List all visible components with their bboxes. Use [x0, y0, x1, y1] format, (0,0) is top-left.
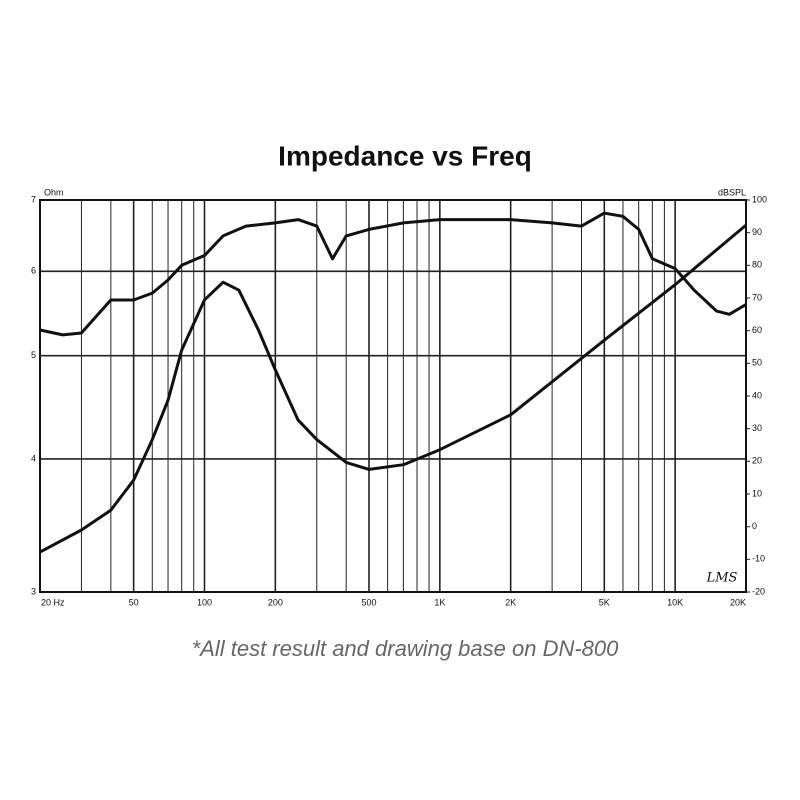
plot-frame: [39, 199, 747, 593]
y-tick-label: 3: [31, 586, 36, 596]
y2-tick-label: 90: [752, 227, 762, 237]
x-tick-label: 5K: [599, 597, 610, 607]
y-tick-label: 7: [31, 194, 36, 204]
annotation: LMS: [706, 571, 738, 586]
y2-tick-label: 50: [752, 358, 762, 368]
series-line: [39, 223, 747, 554]
y2-tick-label: -20: [752, 586, 765, 596]
y2-tick-label: 30: [752, 423, 762, 433]
y2-tick-label: -10: [752, 554, 765, 564]
x-tick-label: 20K: [730, 597, 746, 607]
y2-tick-label: 40: [752, 390, 762, 400]
footnote: *All test result and drawing base on DN-…: [192, 636, 620, 661]
y-tick-label: 4: [31, 453, 36, 463]
series-line: [39, 211, 747, 337]
y2-axis-label: dBSPL: [718, 187, 746, 197]
x-tick-label: 1K: [434, 597, 445, 607]
x-tick-label: 20 Hz: [41, 597, 65, 607]
x-tick-label: 500: [361, 597, 376, 607]
x-tick-label: 100: [197, 597, 212, 607]
y2-tick-label: 0: [752, 521, 757, 531]
y2-tick-label: 70: [752, 292, 762, 302]
y2-tick-label: 10: [752, 488, 762, 498]
y-tick-label: 6: [31, 266, 36, 276]
x-tick-label: 10K: [667, 597, 683, 607]
chart-title: Impedance vs Freq: [278, 140, 532, 171]
x-tick-label: 200: [268, 597, 283, 607]
x-tick-label: 50: [129, 597, 139, 607]
y-tick-label: 5: [31, 350, 36, 360]
y-axis-label: Ohm: [44, 187, 64, 197]
x-tick-label: 2K: [505, 597, 516, 607]
y2-tick-label: 20: [752, 456, 762, 466]
y2-tick-label: 80: [752, 260, 762, 270]
y2-tick-label: 60: [752, 325, 762, 335]
y2-tick-label: 100: [752, 194, 767, 204]
